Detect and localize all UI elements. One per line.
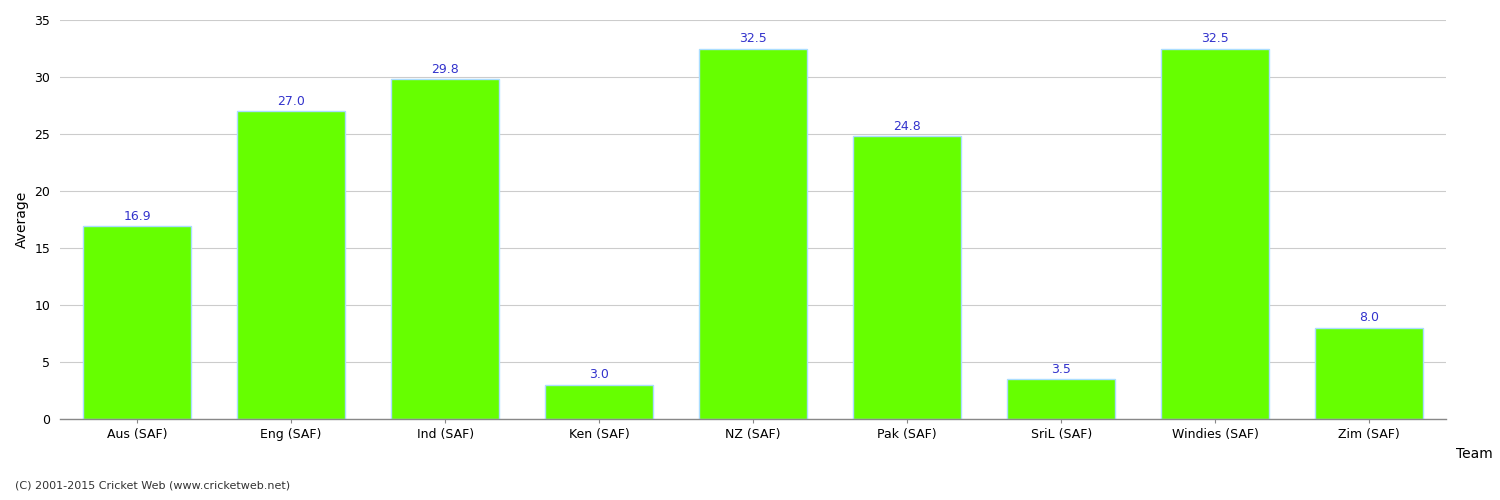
Bar [853, 136, 962, 419]
Bar [546, 385, 652, 419]
Bar [1316, 328, 1424, 419]
Bar [699, 48, 807, 419]
Text: (C) 2001-2015 Cricket Web (www.cricketweb.net): (C) 2001-2015 Cricket Web (www.cricketwe… [15, 480, 290, 490]
Bar [84, 226, 190, 419]
Bar [237, 111, 345, 419]
Bar [392, 80, 500, 419]
Bar [1008, 379, 1114, 419]
Text: 8.0: 8.0 [1359, 312, 1378, 324]
Text: 32.5: 32.5 [1202, 32, 1228, 45]
Text: 3.0: 3.0 [590, 368, 609, 382]
Text: 27.0: 27.0 [278, 95, 304, 108]
X-axis label: Team: Team [1455, 447, 1492, 461]
Text: 16.9: 16.9 [123, 210, 152, 223]
Text: 24.8: 24.8 [894, 120, 921, 133]
Text: 29.8: 29.8 [432, 63, 459, 76]
Y-axis label: Average: Average [15, 191, 28, 248]
Text: 3.5: 3.5 [1052, 362, 1071, 376]
Bar [1161, 48, 1269, 419]
Text: 32.5: 32.5 [740, 32, 766, 45]
